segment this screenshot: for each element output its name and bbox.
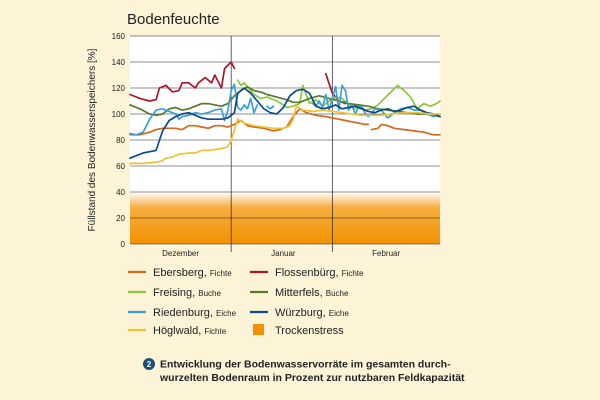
chart-title: Bodenfeuchte <box>127 11 220 28</box>
y-tick-label-40: 40 <box>116 188 125 197</box>
y-tick-labels: 0 20 40 60 80 100 120 140 160 <box>112 32 126 249</box>
legend-species-flossenb-rg: Fichte <box>342 269 364 278</box>
legend-label-freising: Freising, Buche <box>153 287 221 299</box>
legend-label-h-glwald: Höglwald, Fichte <box>153 325 227 337</box>
y-axis-title: Füllstand des Bodenwasserspeichers [%] <box>87 48 98 231</box>
legend-species-riedenburg: Eiche <box>216 309 237 318</box>
legend: Ebersberg, Fichte Flossenbürg, Fichte Frei… <box>128 267 364 337</box>
month-labels: Dezember Januar Februar <box>162 249 400 258</box>
month-dividers <box>230 36 333 252</box>
legend-species-h-glwald: Fichte <box>204 327 226 336</box>
legend-species-w-rzburg: Eiche <box>329 309 350 318</box>
legend-species-freising: Buche <box>198 289 221 298</box>
y-tick-label-60: 60 <box>116 162 125 171</box>
month-label-februar: Februar <box>372 249 400 258</box>
legend-label-mitterfels: Mitterfels, Buche <box>275 287 349 299</box>
caption-line-2: wurzelten Bodenraum in Prozent zur nutzb… <box>159 372 465 384</box>
legend-swatch-trockenstress <box>253 324 264 335</box>
legend-label-trockenstress: Trockenstress <box>275 325 344 337</box>
legend-label-ebersberg: Ebersberg, Fichte <box>153 267 232 279</box>
series-lines <box>129 61 441 165</box>
month-label-januar: Januar <box>271 249 296 258</box>
series-line-ebersberg <box>129 107 441 136</box>
legend-species-mitterfels: Buche <box>326 289 349 298</box>
legend-label-w-rzburg: Würzburg, Eiche <box>275 307 349 319</box>
y-tick-label-140: 140 <box>112 58 126 67</box>
legend-label-flossenb-rg: Flossenbürg, Fichte <box>275 267 364 279</box>
series-line-h-glwald <box>129 105 441 165</box>
y-tick-label-160: 160 <box>112 32 126 41</box>
y-tick-label-120: 120 <box>112 84 126 93</box>
y-tick-label-80: 80 <box>116 136 125 145</box>
y-tick-label-20: 20 <box>116 214 125 223</box>
legend-species-ebersberg: Fichte <box>210 269 232 278</box>
series-line-mitterfels <box>129 85 441 118</box>
caption-line-1: Entwicklung der Bodenwasservorräte im ge… <box>160 359 451 371</box>
y-tick-label-0: 0 <box>121 240 126 249</box>
caption-number: 2 <box>147 360 152 369</box>
series-line-w-rzburg <box>129 87 441 160</box>
y-tick-label-100: 100 <box>112 110 126 119</box>
caption-number-badge <box>143 358 155 370</box>
month-label-dezember: Dezember <box>162 249 199 258</box>
figure-caption: 2 Entwicklung der Bodenwasservorräte im … <box>143 358 465 384</box>
legend-label-riedenburg: Riedenburg, Eiche <box>153 307 237 319</box>
